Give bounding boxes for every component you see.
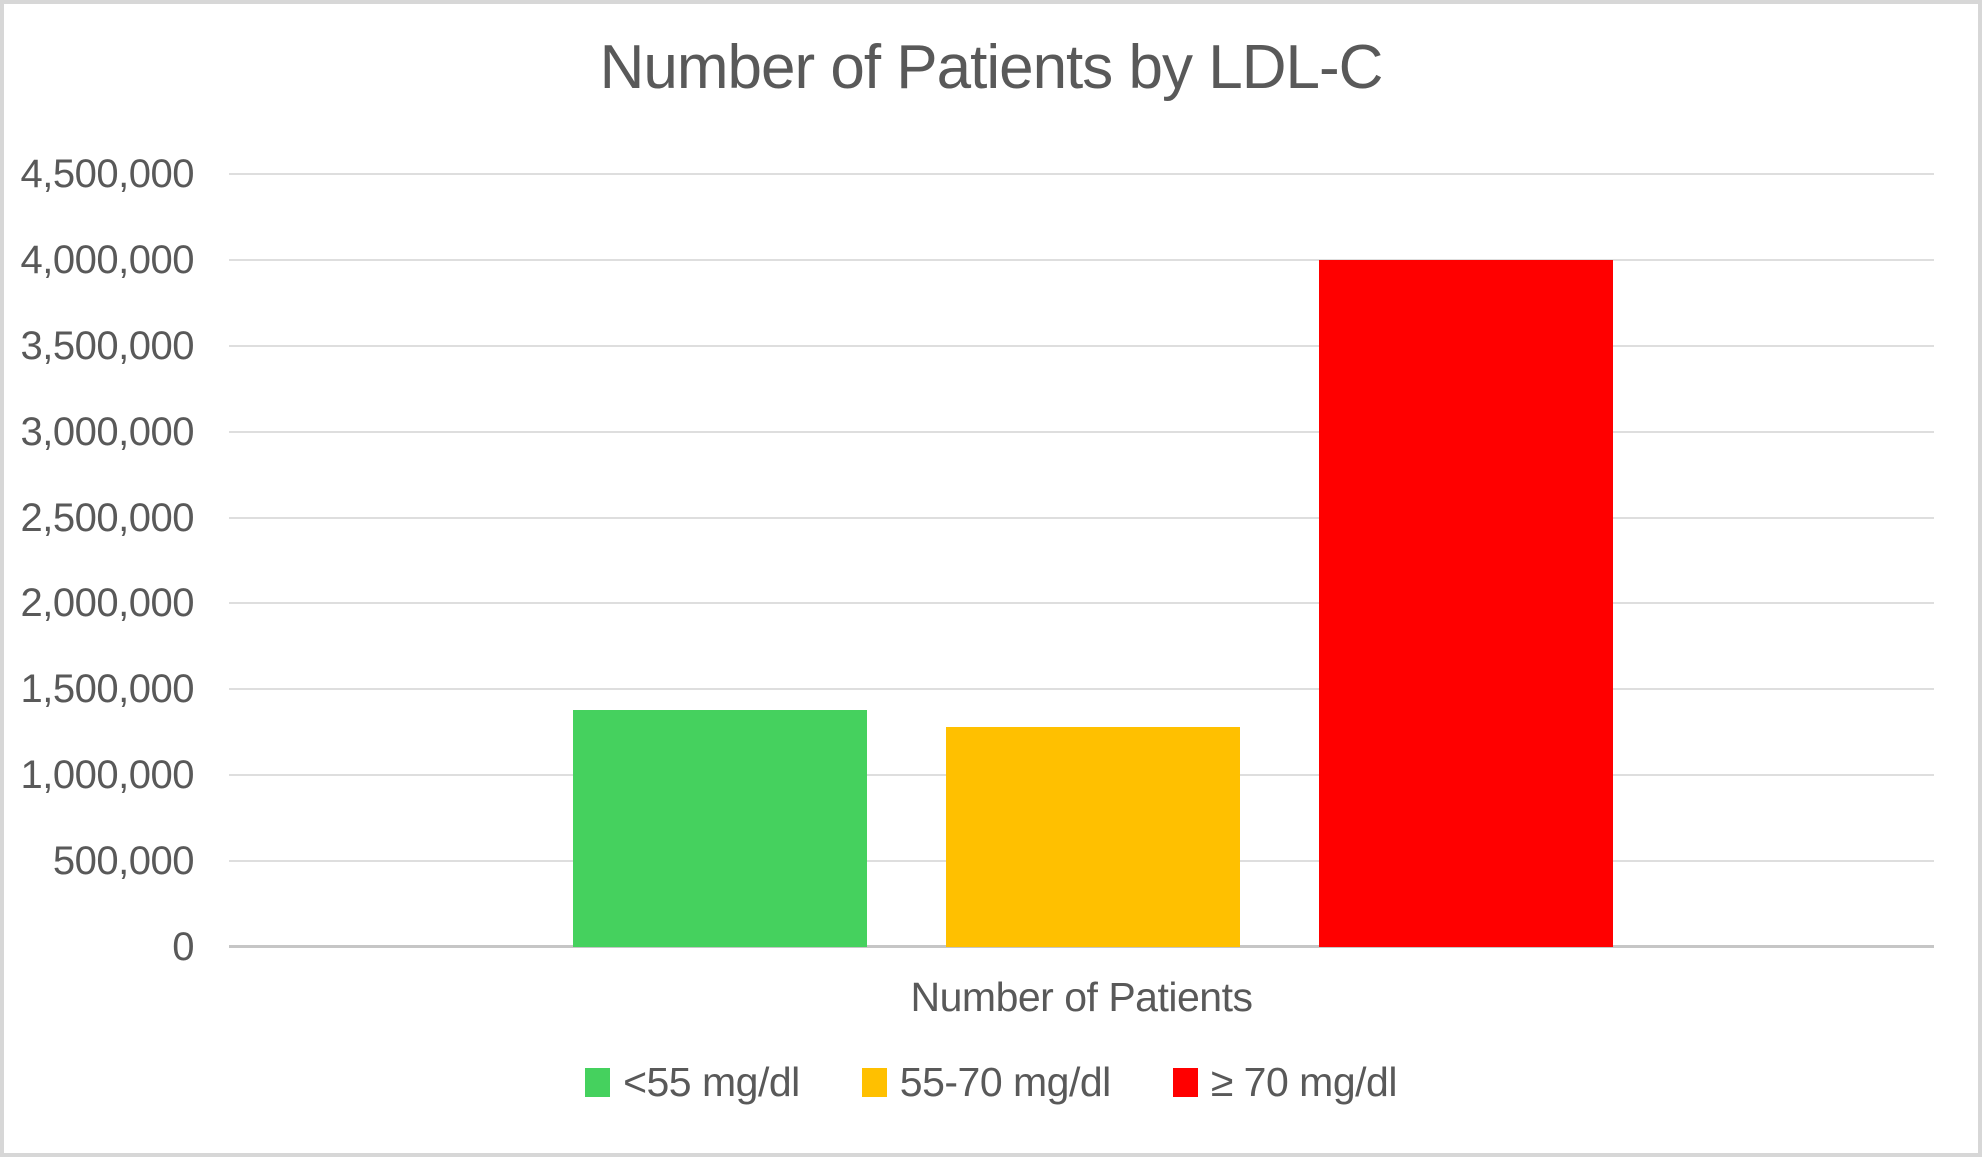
bar-series-2 xyxy=(946,727,1240,947)
x-axis-title: Number of Patients xyxy=(910,974,1253,1020)
gridline xyxy=(229,430,1934,433)
legend-label: <55 mg/dl xyxy=(623,1059,800,1105)
plot-area xyxy=(229,173,1934,948)
y-tick-label: 1,000,000 xyxy=(20,753,195,798)
y-tick-label: 2,500,000 xyxy=(20,495,195,540)
legend-item-1: <55 mg/dl xyxy=(585,1059,800,1106)
legend: <55 mg/dl 55-70 mg/dl ≥ 70 mg/dl xyxy=(4,1059,1978,1106)
legend-swatch-icon xyxy=(585,1068,611,1097)
gridline xyxy=(229,173,1934,175)
gridline xyxy=(229,516,1934,519)
legend-swatch-icon xyxy=(1172,1068,1198,1097)
y-tick-label: 3,000,000 xyxy=(20,409,195,454)
legend-swatch-icon xyxy=(861,1068,887,1097)
y-tick-label: 0 xyxy=(172,925,194,969)
gridline xyxy=(229,258,1934,261)
gridline xyxy=(229,602,1934,605)
legend-item-2: 55-70 mg/dl xyxy=(861,1059,1112,1106)
legend-item-3: ≥ 70 mg/dl xyxy=(1172,1059,1398,1106)
bar-series-1 xyxy=(573,709,867,947)
legend-label: ≥ 70 mg/dl xyxy=(1210,1059,1398,1105)
legend-label: 55-70 mg/dl xyxy=(899,1059,1112,1105)
gridline xyxy=(229,688,1934,691)
chart-title: Number of Patients by LDL-C xyxy=(599,33,1384,102)
y-tick-label: 1,500,000 xyxy=(20,667,195,712)
y-tick-label: 4,500,000 xyxy=(20,152,195,196)
gridline xyxy=(229,344,1934,347)
y-tick-label: 3,500,000 xyxy=(20,323,195,368)
bar-series-3 xyxy=(1319,259,1613,947)
y-tick-label: 4,000,000 xyxy=(20,237,195,282)
y-tick-label: 2,000,000 xyxy=(20,581,195,626)
y-tick-label: 500,000 xyxy=(52,839,195,884)
y-axis: 0 500,000 1,000,000 1,500,000 2,000,000 2,500… xyxy=(4,152,195,969)
